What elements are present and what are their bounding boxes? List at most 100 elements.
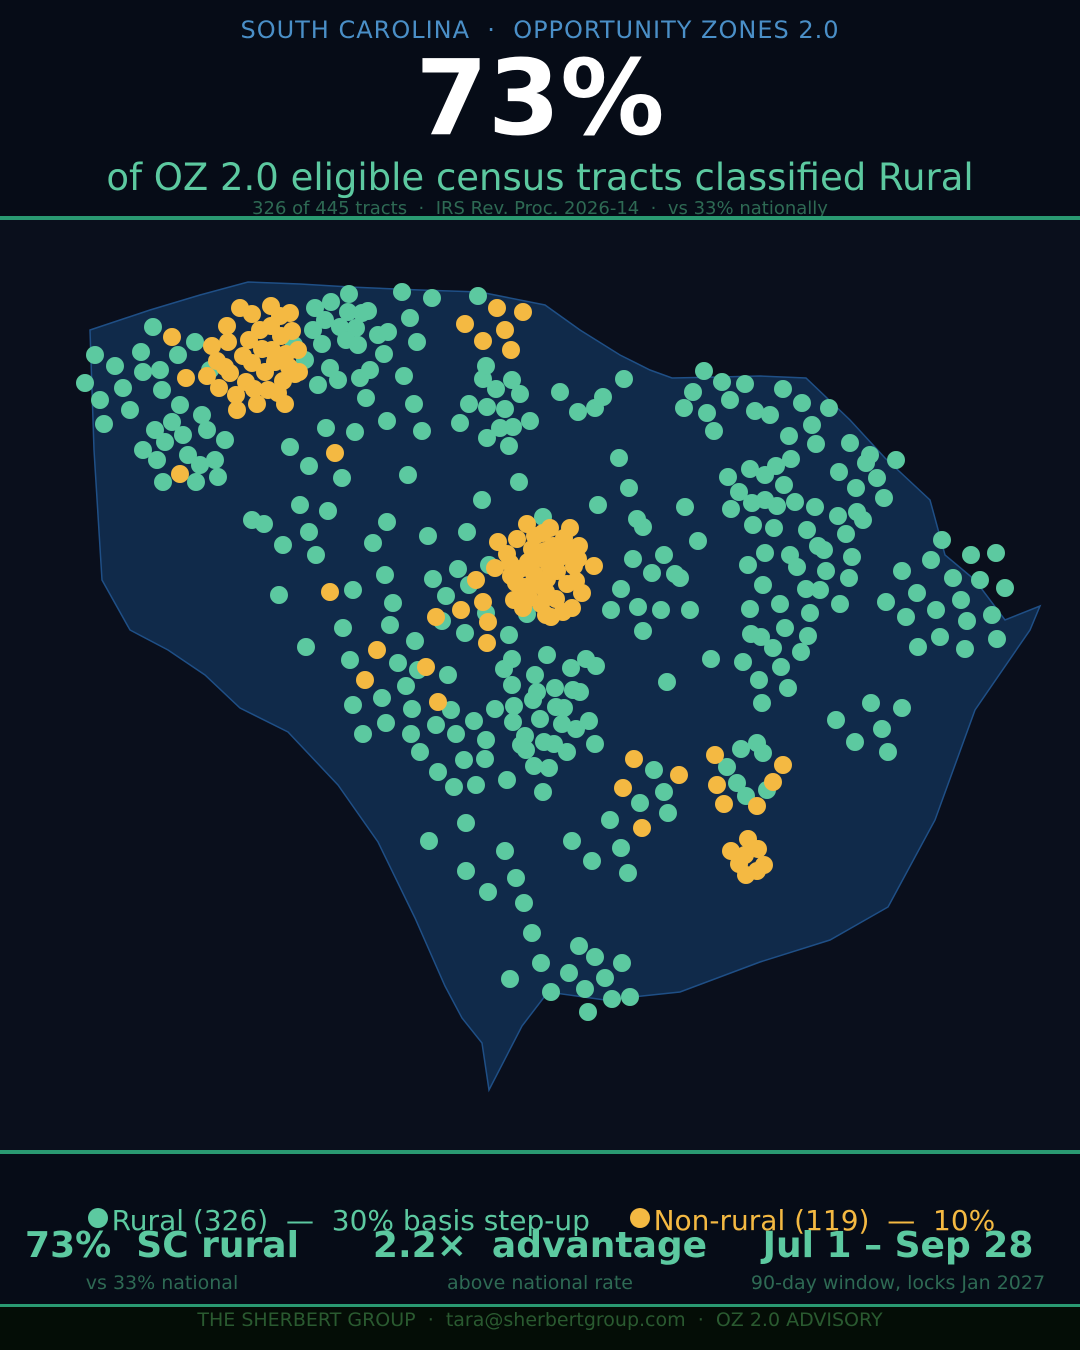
legend-rural: Rural (326) — 30% basis step-up bbox=[52, 1170, 590, 1272]
rural-tract-point bbox=[503, 650, 521, 668]
legend: Rural (326) — 30% basis step-up Non-rura… bbox=[0, 1154, 1080, 1304]
rural-tract-point bbox=[501, 970, 519, 988]
rural-tract-point bbox=[439, 666, 457, 684]
rural-tract-point bbox=[728, 774, 746, 792]
non-rural-tract-point bbox=[467, 571, 485, 589]
rural-tract-point bbox=[909, 638, 927, 656]
rural-tract-point bbox=[399, 466, 417, 484]
non-rural-tract-point bbox=[748, 797, 766, 815]
non-rural-tract-point bbox=[573, 584, 591, 602]
rural-tract-point bbox=[754, 576, 772, 594]
rural-tract-point bbox=[460, 395, 478, 413]
rural-tract-point bbox=[958, 612, 976, 630]
non-rural-tract-point bbox=[243, 305, 261, 323]
rural-tract-point bbox=[121, 401, 139, 419]
rural-tract-point bbox=[457, 862, 475, 880]
rural-tract-point bbox=[151, 361, 169, 379]
rural-tract-point bbox=[624, 550, 642, 568]
rural-tract-point bbox=[304, 321, 322, 339]
non-rural-tract-point bbox=[496, 321, 514, 339]
rural-tract-point bbox=[503, 676, 521, 694]
rural-tract-point bbox=[655, 546, 673, 564]
rural-tract-point bbox=[643, 564, 661, 582]
rural-tract-point bbox=[193, 406, 211, 424]
subtitle: of OZ 2.0 eligible census tracts classif… bbox=[106, 156, 974, 199]
rural-tract-point bbox=[908, 584, 926, 602]
rural-tract-point bbox=[516, 727, 534, 745]
rural-tract-point bbox=[788, 558, 806, 576]
rural-tract-point bbox=[698, 404, 716, 422]
rural-tract-point bbox=[601, 811, 619, 829]
rural-tract-point bbox=[569, 403, 587, 421]
rural-tract-point bbox=[596, 969, 614, 987]
rural-tract-point bbox=[309, 376, 327, 394]
non-rural-tract-point bbox=[764, 773, 782, 791]
rural-tract-point bbox=[652, 601, 670, 619]
rural-tract-point bbox=[316, 311, 334, 329]
rural-tract-point bbox=[423, 289, 441, 307]
rural-tract-point bbox=[603, 990, 621, 1008]
rural-tract-point bbox=[610, 449, 628, 467]
rural-tract-point bbox=[545, 735, 563, 753]
rural-tract-point bbox=[721, 391, 739, 409]
rural-tract-point bbox=[538, 646, 556, 664]
rural-tract-point bbox=[307, 546, 325, 564]
non-rural-tract-point bbox=[541, 519, 559, 537]
rural-tract-point bbox=[357, 389, 375, 407]
rural-tract-point bbox=[776, 619, 794, 637]
rural-tract-point bbox=[333, 469, 351, 487]
non-rural-tract-point bbox=[633, 819, 651, 837]
rural-tract-point bbox=[496, 842, 514, 860]
rural-tract-point bbox=[705, 422, 723, 440]
non-rural-tract-point bbox=[221, 364, 239, 382]
stat-value: Jul 1 – Sep 28 bbox=[762, 1225, 1034, 1266]
rural-tract-point bbox=[500, 626, 518, 644]
rural-tract-point bbox=[511, 385, 529, 403]
rural-tract-point bbox=[779, 679, 797, 697]
rural-tract-point bbox=[741, 600, 759, 618]
divider-bottom bbox=[0, 1150, 1080, 1154]
rural-tract-point bbox=[831, 595, 849, 613]
non-rural-tract-point bbox=[722, 842, 740, 860]
non-rural-tract-point bbox=[243, 354, 261, 372]
rural-tract-point bbox=[76, 374, 94, 392]
rural-tract-point bbox=[619, 864, 637, 882]
rural-tract-point bbox=[186, 333, 204, 351]
non-rural-tract-point bbox=[488, 299, 506, 317]
rural-tract-point bbox=[877, 593, 895, 611]
non-rural-tract-point bbox=[706, 746, 724, 764]
kicker: SOUTH CAROLINA · OPPORTUNITY ZONES 2.0 bbox=[240, 16, 840, 44]
rural-tract-point bbox=[734, 653, 752, 671]
rural-tract-point bbox=[671, 569, 689, 587]
rural-tract-point bbox=[645, 761, 663, 779]
rural-tract-point bbox=[887, 451, 905, 469]
rural-tract-point bbox=[378, 412, 396, 430]
non-rural-tract-point bbox=[283, 322, 301, 340]
rural-tract-point bbox=[507, 869, 525, 887]
rural-tract-point bbox=[744, 516, 762, 534]
rural-tract-point bbox=[815, 541, 833, 559]
non-rural-tract-point bbox=[289, 341, 307, 359]
rural-tract-point bbox=[799, 627, 817, 645]
non-rural-tract-point bbox=[281, 304, 299, 322]
rural-tract-point bbox=[146, 421, 164, 439]
tract-map bbox=[76, 281, 1042, 1093]
rural-tract-point bbox=[827, 711, 845, 729]
stat-rural-share: 73% SC rural vs 33% national bbox=[0, 1224, 342, 1294]
rural-tract-point bbox=[349, 336, 367, 354]
non-rural-tract-point bbox=[210, 379, 228, 397]
rural-tract-point bbox=[837, 525, 855, 543]
rural-tract-point bbox=[347, 319, 365, 337]
rural-tract-point bbox=[354, 725, 372, 743]
rural-tract-point bbox=[868, 469, 886, 487]
non-rural-tract-point bbox=[245, 380, 263, 398]
rural-tract-point bbox=[952, 591, 970, 609]
rural-tract-point bbox=[148, 451, 166, 469]
rural-tract-point bbox=[996, 579, 1014, 597]
non-rural-tract-point bbox=[227, 386, 245, 404]
non-rural-tract-point bbox=[326, 444, 344, 462]
rural-tract-point bbox=[861, 446, 879, 464]
rural-tract-point bbox=[467, 776, 485, 794]
rural-tract-point bbox=[274, 536, 292, 554]
rural-tract-point bbox=[580, 712, 598, 730]
